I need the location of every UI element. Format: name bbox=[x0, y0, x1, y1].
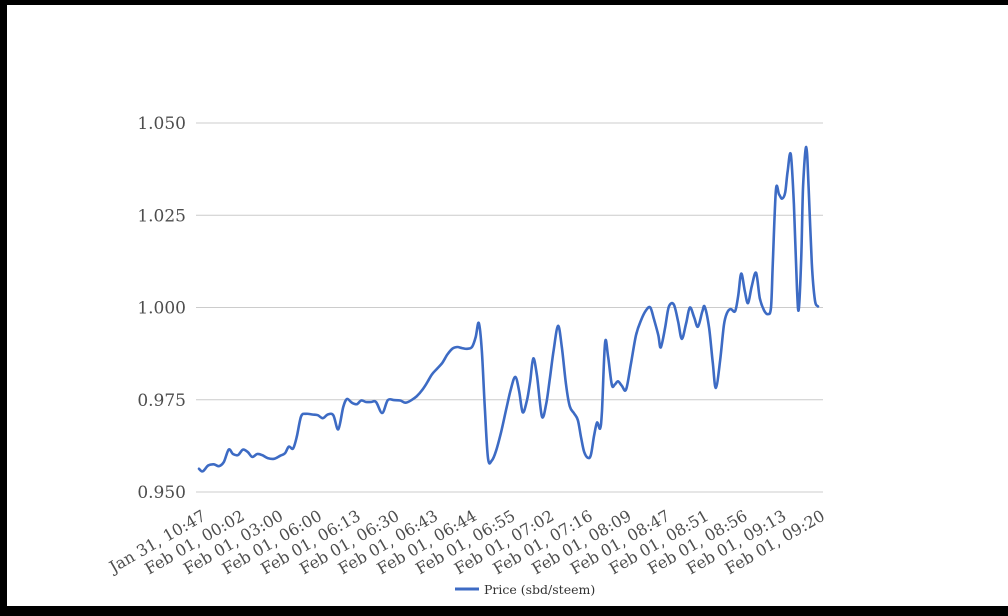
legend-label: Price (sbd/steem) bbox=[484, 582, 595, 597]
y-axis-tick-label: 1.050 bbox=[137, 114, 186, 134]
y-axis-tick-label: 0.975 bbox=[137, 391, 186, 411]
y-axis-tick-label: 0.950 bbox=[137, 483, 186, 503]
price-line-series bbox=[197, 145, 820, 473]
legend: Price (sbd/steem) bbox=[455, 582, 595, 597]
y-axis-labels: 0.950 0.975 1.000 1.025 1.050 bbox=[137, 114, 186, 503]
gridlines bbox=[196, 122, 823, 493]
y-axis-tick-label: 1.025 bbox=[137, 206, 186, 226]
y-axis-tick-label: 1.000 bbox=[137, 299, 186, 319]
chart-background bbox=[7, 5, 1008, 606]
